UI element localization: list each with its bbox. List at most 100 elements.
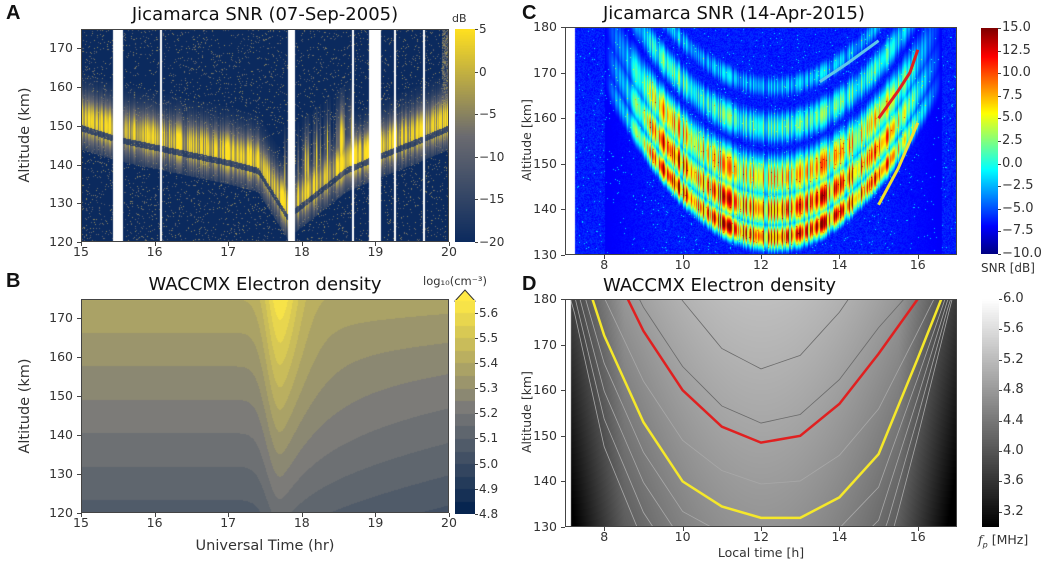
y-tick-label: 180 bbox=[533, 19, 557, 34]
panel-d-ylabel: Altitude [km] bbox=[519, 371, 534, 453]
y-tick-mark bbox=[77, 164, 81, 166]
colorbar-tick-label: 2.5 bbox=[1002, 133, 1023, 148]
panel-d-colorbar bbox=[982, 299, 999, 527]
x-tick-mark bbox=[449, 513, 450, 517]
y-tick-mark bbox=[77, 125, 81, 127]
x-tick-label: 16 bbox=[146, 515, 163, 530]
colorbar-tick-mark bbox=[475, 156, 478, 158]
y-tick-label: 180 bbox=[533, 291, 557, 306]
contour-line bbox=[604, 299, 935, 485]
contour-line bbox=[574, 299, 952, 527]
panel-d-title: WACCMX Electron density bbox=[603, 275, 837, 296]
x-tick-mark bbox=[761, 255, 762, 259]
y-tick-label: 130 bbox=[49, 466, 73, 482]
panel-c-colorbar-label: SNR [dB] bbox=[981, 261, 1035, 275]
colorbar-tick-mark bbox=[998, 73, 1001, 75]
colorbar-tick-mark bbox=[999, 329, 1002, 331]
x-tick-mark bbox=[604, 255, 606, 259]
y-tick-mark bbox=[77, 474, 81, 476]
colorbar-tick-label: 3.2 bbox=[1003, 503, 1024, 519]
contour-line bbox=[570, 299, 953, 527]
panel-c-overlay bbox=[818, 39, 920, 206]
x-tick-mark bbox=[682, 255, 684, 259]
panel-b-heatmap bbox=[81, 299, 449, 513]
panel-a-title: Jicamarca SNR (07-Sep-2005) bbox=[131, 4, 399, 25]
colorbar-tick-label: 5.6 bbox=[479, 305, 499, 320]
panel-a-colorbar bbox=[455, 29, 475, 242]
colorbar-tick-mark bbox=[475, 514, 478, 515]
x-tick-label: 19 bbox=[367, 515, 384, 530]
colorbar-tick-mark bbox=[475, 199, 478, 201]
y-tick-mark bbox=[561, 72, 565, 74]
x-tick-label: 10 bbox=[674, 257, 691, 272]
colorbar-tick-label: 5.1 bbox=[479, 431, 499, 446]
x-tick-label: 16 bbox=[909, 529, 926, 544]
colorbar-tick-label: 5.3 bbox=[479, 381, 499, 396]
y-tick-label: 140 bbox=[533, 201, 557, 217]
x-tick-mark bbox=[917, 255, 919, 259]
y-tick-label: 120 bbox=[49, 234, 73, 249]
x-tick-mark bbox=[375, 242, 377, 246]
colorbar-tick-label: 5 bbox=[479, 22, 487, 36]
colorbar-tick-mark bbox=[475, 312, 478, 314]
y-tick-mark bbox=[77, 513, 81, 514]
y-tick-label: 140 bbox=[533, 473, 557, 489]
colorbar-tick-label: 10.0 bbox=[1002, 65, 1031, 81]
panel-c-heatmap bbox=[565, 27, 957, 255]
x-tick-mark bbox=[301, 513, 303, 517]
panel-letter-b: B bbox=[6, 270, 21, 292]
x-tick-mark bbox=[154, 242, 156, 246]
y-tick-mark bbox=[561, 163, 565, 165]
contour-yellow bbox=[591, 299, 943, 520]
colorbar-tick-mark bbox=[475, 71, 478, 73]
colorbar-tick-mark bbox=[998, 28, 1001, 29]
colorbar-tick-label: −10 bbox=[479, 149, 505, 164]
colorbar-tick-mark bbox=[999, 481, 1002, 483]
y-tick-label: 160 bbox=[49, 79, 73, 95]
panel-d-xlabel: Local time [h] bbox=[717, 545, 805, 560]
y-tick-label: 160 bbox=[49, 349, 73, 365]
colorbar-tick-label: −2.5 bbox=[1002, 178, 1034, 194]
colorbar-tick-label: 5.6 bbox=[1003, 321, 1024, 337]
x-tick-mark bbox=[228, 513, 230, 517]
x-tick-mark bbox=[154, 513, 156, 517]
y-tick-label: 130 bbox=[533, 247, 557, 262]
x-tick-mark bbox=[682, 527, 684, 531]
y-tick-mark bbox=[77, 242, 81, 243]
y-tick-mark bbox=[77, 87, 81, 89]
y-tick-mark bbox=[561, 27, 565, 28]
y-tick-mark bbox=[77, 396, 81, 398]
overlay-line-yellow bbox=[877, 122, 920, 206]
x-tick-label: 12 bbox=[753, 257, 769, 272]
x-tick-label: 20 bbox=[441, 244, 457, 259]
colorbar-tick-mark bbox=[475, 463, 478, 465]
panel-c-title: Jicamarca SNR (14-Apr-2015) bbox=[603, 3, 865, 24]
x-tick-mark bbox=[81, 513, 82, 517]
x-tick-label: 10 bbox=[674, 529, 691, 544]
x-tick-label: 19 bbox=[367, 244, 384, 259]
y-tick-label: 170 bbox=[533, 336, 557, 352]
y-tick-label: 140 bbox=[49, 156, 73, 172]
colorbar-tick-label: −5.0 bbox=[1002, 200, 1034, 216]
colorbar-tick-label: −10.0 bbox=[1002, 246, 1042, 261]
panel-a-colorbar-label: dB bbox=[452, 12, 467, 25]
colorbar-tick-label: 5.2 bbox=[479, 406, 499, 421]
y-tick-label: 170 bbox=[533, 64, 557, 80]
colorbar-tick-mark bbox=[998, 254, 1001, 255]
colorbar-tick-mark bbox=[999, 359, 1002, 361]
colorbar-tick-mark bbox=[998, 141, 1001, 142]
colorbar-tick-label: 4.8 bbox=[1003, 382, 1024, 398]
y-tick-label: 150 bbox=[49, 117, 73, 133]
contour-line bbox=[585, 299, 946, 527]
y-tick-mark bbox=[561, 344, 565, 346]
overlay-line-red bbox=[877, 49, 920, 120]
panel-b-colorbar bbox=[455, 300, 475, 514]
colorbar-tick-mark bbox=[475, 388, 478, 390]
y-tick-mark bbox=[561, 299, 565, 300]
colorbar-tick-mark bbox=[475, 114, 478, 116]
y-tick-label: 150 bbox=[533, 427, 557, 443]
colorbar-tick-mark bbox=[998, 50, 1001, 52]
x-tick-label: 16 bbox=[146, 244, 163, 259]
panel-c-ylabel: Altitude [km] bbox=[519, 99, 534, 181]
x-tick-mark bbox=[761, 527, 762, 531]
